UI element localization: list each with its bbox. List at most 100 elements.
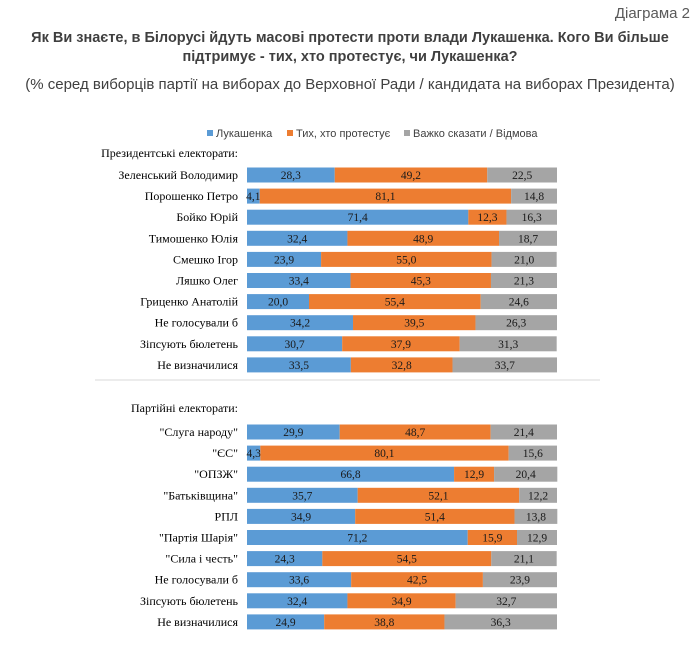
row-label-партія-шарія: "Партія Шарія"	[159, 531, 238, 545]
bar-value-label: 32,4	[287, 233, 307, 245]
bar-value-label: 20,4	[516, 469, 536, 481]
bar-segment	[247, 424, 340, 440]
bar-segment	[247, 230, 348, 246]
bar-segment	[490, 273, 557, 288]
bar-segment	[357, 487, 520, 503]
bar-value-label: 12,9	[527, 533, 547, 545]
bar-segment	[247, 487, 358, 503]
row-label-єс: "ЄС"	[212, 446, 238, 460]
bar-segment	[347, 230, 500, 246]
bar-value-label: 55,0	[396, 254, 416, 266]
chart-subtitle: (% серед виборців партії на виборах до В…	[25, 76, 675, 93]
bar-value-label: 33,6	[289, 575, 309, 587]
group-title: Партійні електорати:	[131, 401, 238, 415]
row-label-зеленський-володимир: Зеленський Володимир	[118, 168, 238, 182]
bar-segment	[247, 294, 309, 310]
bar-segment	[452, 357, 557, 373]
bar-segment	[444, 614, 557, 630]
bar-segment	[247, 551, 323, 567]
row-label-тимошенко-юлія: Тимошенко Юлія	[149, 231, 239, 245]
bar-segment	[247, 273, 351, 288]
bar-segment	[467, 530, 518, 545]
bar-value-label: 23,9	[510, 575, 530, 587]
bar-segment	[259, 188, 512, 204]
bar-value-label: 13,8	[526, 511, 546, 523]
bar-value-label: 38,8	[374, 617, 394, 629]
chart-title: Як Ви знаєте, в Білорусі йдуть масові пр…	[0, 29, 700, 67]
bar-value-label: 4,1	[246, 191, 261, 203]
row-label-не-голосували-б: Не голосували б	[155, 573, 238, 587]
bar-segment	[247, 445, 261, 461]
bar-value-label: 49,2	[401, 170, 421, 182]
bar-segment	[355, 508, 515, 524]
bar-segment	[351, 572, 483, 588]
bar-segment	[487, 167, 557, 183]
bar-value-label: 48,9	[413, 233, 433, 245]
bar-segment	[247, 251, 322, 267]
legend-swatch-2	[404, 130, 410, 136]
bar-segment	[514, 508, 558, 524]
bar-segment	[491, 551, 557, 567]
bar-value-label: 32,7	[496, 596, 516, 608]
row-label-батьківщина: "Батьківщина"	[163, 488, 238, 502]
row-label-зіпсують-бюлетень: Зіпсують бюлетень	[140, 594, 239, 608]
chart-title-line-1: Як Ви знаєте, в Білорусі йдуть масові пр…	[31, 30, 669, 46]
bar-segment	[511, 188, 557, 204]
bar-value-label: 66,8	[340, 469, 360, 481]
bar-value-label: 12,3	[477, 212, 497, 224]
bar-segment	[247, 508, 356, 524]
bar-value-label: 30,7	[285, 339, 305, 351]
bar-segment	[342, 336, 460, 352]
bar-segment	[339, 424, 491, 440]
bar-segment	[247, 357, 351, 373]
bar-value-label: 21,0	[514, 254, 534, 266]
row-label-бойко-юрій: Бойко Юрій	[176, 210, 238, 224]
bar-value-label: 15,6	[523, 448, 543, 460]
row-label-зіпсують-бюлетень: Зіпсують бюлетень	[140, 337, 239, 351]
bar-segment	[247, 188, 260, 204]
bar-segment	[490, 424, 557, 440]
group-title: Президентські електорати:	[101, 146, 238, 160]
bar-value-label: 35,7	[292, 490, 312, 502]
legend-label-2: Важко сказати / Відмова	[413, 128, 538, 140]
bar-value-label: 26,3	[506, 318, 526, 330]
bar-segment	[247, 530, 468, 545]
row-label-не-визначилися: Не визначилися	[157, 615, 238, 629]
bar-value-label: 24,9	[276, 617, 296, 629]
legend-label-0: Лукашенка	[216, 128, 273, 140]
bar-value-label: 20,0	[268, 297, 288, 309]
bar-value-label: 31,3	[498, 339, 518, 351]
bar-segment	[455, 593, 557, 609]
bar-value-label: 48,7	[405, 427, 425, 439]
bar-segment	[247, 336, 343, 352]
legend-swatch-0	[207, 130, 213, 136]
bar-value-label: 39,5	[404, 318, 424, 330]
bar-value-label: 28,3	[281, 170, 301, 182]
bar-segment	[247, 315, 354, 331]
bar-segment	[459, 336, 557, 352]
bar-segment	[475, 315, 557, 331]
bar-segment	[309, 294, 481, 310]
bar-value-label: 24,3	[275, 554, 295, 566]
bar-value-label: 71,4	[348, 212, 368, 224]
bar-segment	[519, 487, 557, 503]
bar-value-label: 33,5	[289, 360, 309, 372]
bar-value-label: 15,9	[482, 533, 502, 545]
legend-label-1: Тих, хто протестує	[296, 128, 391, 140]
row-label-опзж: "ОПЗЖ"	[194, 467, 238, 481]
bar-segment	[491, 251, 557, 267]
row-label-порошенко-петро: Порошенко Петро	[145, 189, 238, 203]
legend-swatch-1	[287, 130, 293, 136]
row-label-рпл: РПЛ	[215, 509, 238, 523]
row-label-не-голосували-б: Не голосували б	[155, 316, 238, 330]
bar-value-label: 21,4	[514, 427, 534, 439]
bar-value-label: 33,7	[495, 360, 515, 372]
row-label-слуга-народу: "Слуга народу"	[159, 425, 238, 439]
bar-value-label: 21,1	[514, 554, 534, 566]
bar-segment	[517, 530, 557, 545]
bar-value-label: 14,8	[524, 191, 544, 203]
bar-value-label: 42,5	[407, 575, 427, 587]
bar-value-label: 54,5	[397, 554, 417, 566]
bar-value-label: 33,4	[289, 276, 309, 288]
